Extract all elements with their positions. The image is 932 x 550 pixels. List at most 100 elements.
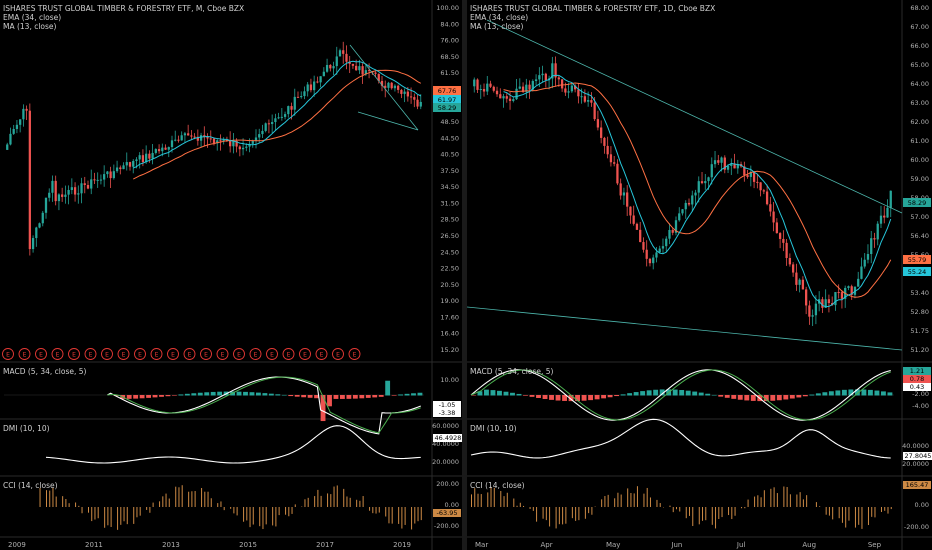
candle-body [720,157,723,163]
cci-bar [474,488,476,507]
earnings-marker-icon [18,348,31,360]
earnings-marker-label: E [39,352,43,359]
cci-bar [117,507,119,530]
cci-bar [230,507,232,509]
candle-body [756,181,759,183]
earnings-marker-label: E [89,352,93,359]
candle-body [648,258,652,264]
candle-body [290,106,293,110]
candle-body [283,114,287,117]
earnings-marker-label: E [122,352,126,359]
monthly-ema-legend: EMA (34, close) [3,13,62,22]
candle-body [397,85,400,90]
macd-histogram-bar [204,392,210,396]
cci-bar [692,507,694,527]
candle-body [203,135,206,138]
cci-bar [191,491,193,507]
cci-bar [516,505,518,507]
candle-body [775,222,779,234]
cci-bar [555,507,557,529]
dmi-axis-label: 60.0000 [432,422,459,430]
candle-body [661,246,665,249]
cci-bar [890,507,892,510]
monthly-chart-pane[interactable]: 100.0084.0076.0068.5061.5058.5052.5048.5… [0,0,462,550]
candle-body [730,163,733,166]
cci-bar [78,505,80,507]
price-axis-label: 37.50 [440,167,459,175]
cci-bar [359,500,361,507]
candle-body [883,215,886,218]
cci-bar [401,507,403,529]
earnings-marker-label: E [171,352,175,359]
time-axis-label: 2013 [162,541,180,549]
price-axis-label: 66.00 [910,42,929,50]
candle-body [626,192,629,207]
daily-chart-canvas[interactable]: 68.00 67.00 66.00 65.00 64.00 63.00 62.00 61.00… [467,0,932,550]
macd-histogram-bar [210,391,216,396]
earnings-marker-icon [101,348,113,360]
cci-bar [243,507,245,522]
candle-body [232,140,235,147]
candle-body [177,139,180,141]
candle-body [25,108,28,111]
price-tag-label: 61.97 [438,96,457,104]
macd-histogram-bar [172,395,177,396]
candle-body [135,159,138,161]
cci-bar [770,488,772,507]
cci-axis-label: -200.00 [904,523,929,531]
candle-body [687,202,691,205]
candle-body [54,180,57,202]
macd-histogram-bar [159,395,164,397]
candle-body [296,96,300,98]
monthly-chart-canvas[interactable]: 100.0084.0076.0068.5061.5058.5052.5048.5… [0,0,462,550]
candle-body [390,82,393,89]
macd-histogram-bar [646,390,652,396]
cci-value-label: -63.95 [437,509,458,517]
cci-bar [272,507,274,526]
daily-chart-pane[interactable]: 68.00 67.00 66.00 65.00 64.00 63.00 62.00 61.00… [467,0,932,550]
dmi-line [45,425,421,464]
cci-bar [728,507,730,516]
candle-body [73,187,77,195]
cci-bar [529,507,531,509]
cci-bar [39,487,41,507]
candle-body [358,66,361,71]
macd-histogram-bar [880,391,886,396]
earnings-marker-icon [332,348,344,360]
cci-bar [675,507,677,510]
macd-histogram-bar [320,395,326,422]
macd-histogram-bar [672,389,678,396]
candle-body [723,157,726,170]
cci-bar [259,507,261,527]
macd-histogram-bar [835,390,841,396]
candle-body [138,155,141,160]
cci-bar [669,505,671,507]
cci-bar [828,507,830,516]
candle-body [229,140,232,147]
cci-bar [549,507,551,527]
cci-bar [760,497,762,507]
macd-histogram-bar [783,395,789,400]
candle-body [151,152,154,159]
cci-bar [233,507,235,514]
price-axis-label: 22.50 [440,265,459,273]
macd-histogram-bar [184,393,190,396]
cci-bar [343,488,345,507]
macd-histogram-bar [133,395,139,399]
candle-body [678,213,681,221]
cci-bar [523,505,525,507]
candle-body [387,82,390,88]
cci-bar [107,507,109,526]
pane-divider[interactable] [462,0,467,550]
cci-bar [471,494,472,507]
cci-bar [799,492,801,507]
macd-histogram-bar [711,394,717,396]
macd-histogram-bar [562,395,567,401]
monthly-chart-title: ISHARES TRUST GLOBAL TIMBER & FORESTRY E… [3,4,245,13]
price-tag-label: 55.24 [908,268,927,276]
price-axis-label: 60.00 [910,156,929,164]
ma-line [133,60,421,169]
candle-body [157,149,161,152]
candle-body [521,86,525,92]
cci-bar [414,507,416,524]
